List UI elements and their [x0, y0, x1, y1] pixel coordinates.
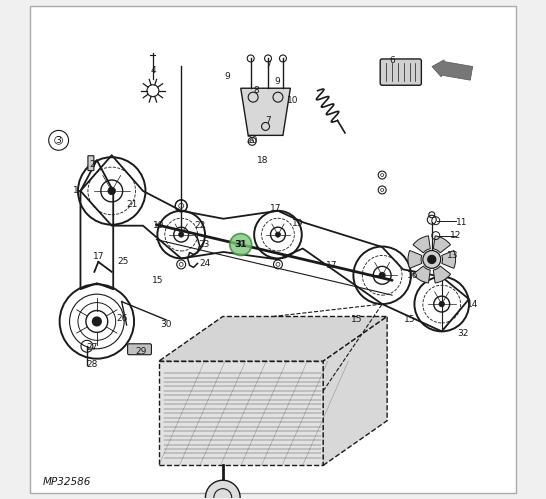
Circle shape [108, 187, 116, 195]
Polygon shape [241, 88, 290, 135]
Text: 20: 20 [246, 136, 258, 145]
FancyBboxPatch shape [88, 156, 94, 171]
Text: 17: 17 [93, 252, 104, 261]
Text: 7: 7 [265, 116, 271, 125]
Text: 32: 32 [457, 329, 468, 338]
FancyBboxPatch shape [30, 6, 516, 493]
Wedge shape [413, 266, 430, 283]
FancyBboxPatch shape [128, 344, 151, 355]
Text: 19: 19 [153, 221, 164, 230]
Circle shape [230, 234, 252, 255]
Text: 29: 29 [136, 347, 147, 356]
Circle shape [179, 232, 184, 237]
Text: 26: 26 [116, 314, 127, 323]
Text: 12: 12 [450, 231, 461, 240]
Wedge shape [408, 250, 422, 268]
Text: 1: 1 [73, 187, 79, 196]
Text: 16: 16 [407, 271, 419, 280]
Text: 30: 30 [161, 320, 172, 329]
Text: 9: 9 [274, 77, 280, 86]
Text: 24: 24 [199, 259, 210, 268]
Text: 23: 23 [199, 240, 210, 249]
Wedge shape [434, 236, 450, 253]
Circle shape [428, 255, 436, 263]
Text: 13: 13 [447, 251, 459, 260]
Wedge shape [434, 266, 450, 283]
Text: 28: 28 [86, 360, 98, 369]
Text: 17: 17 [326, 261, 337, 270]
Text: 31: 31 [234, 240, 247, 249]
Text: 17: 17 [270, 204, 281, 213]
Text: 15: 15 [351, 315, 362, 324]
Text: 27: 27 [86, 343, 98, 352]
Polygon shape [323, 316, 387, 466]
Text: 9: 9 [224, 72, 230, 81]
Text: 25: 25 [117, 257, 129, 266]
Circle shape [423, 250, 441, 268]
Text: 22: 22 [194, 221, 205, 230]
FancyArrow shape [432, 60, 473, 80]
Text: 6: 6 [389, 56, 395, 65]
Text: 14: 14 [467, 299, 478, 308]
Wedge shape [413, 236, 430, 253]
Text: 15: 15 [152, 276, 164, 285]
Text: 19: 19 [292, 219, 304, 228]
Polygon shape [159, 316, 387, 361]
Text: 11: 11 [456, 218, 467, 227]
Text: 2: 2 [89, 160, 94, 169]
Text: 8: 8 [254, 86, 259, 95]
Wedge shape [442, 250, 455, 268]
Text: 31: 31 [235, 240, 246, 249]
Circle shape [205, 480, 240, 499]
Text: 15: 15 [403, 315, 415, 324]
Text: 18: 18 [257, 156, 269, 165]
Circle shape [439, 301, 444, 307]
Text: 7: 7 [265, 61, 271, 70]
Text: 10: 10 [287, 96, 299, 105]
Text: 4: 4 [150, 66, 156, 75]
Circle shape [92, 317, 101, 326]
Text: 21: 21 [126, 200, 137, 210]
Text: MP32586: MP32586 [42, 477, 91, 487]
Polygon shape [159, 361, 323, 466]
Circle shape [275, 232, 281, 237]
Circle shape [379, 272, 385, 278]
FancyBboxPatch shape [380, 59, 422, 85]
Text: 3: 3 [56, 136, 62, 145]
